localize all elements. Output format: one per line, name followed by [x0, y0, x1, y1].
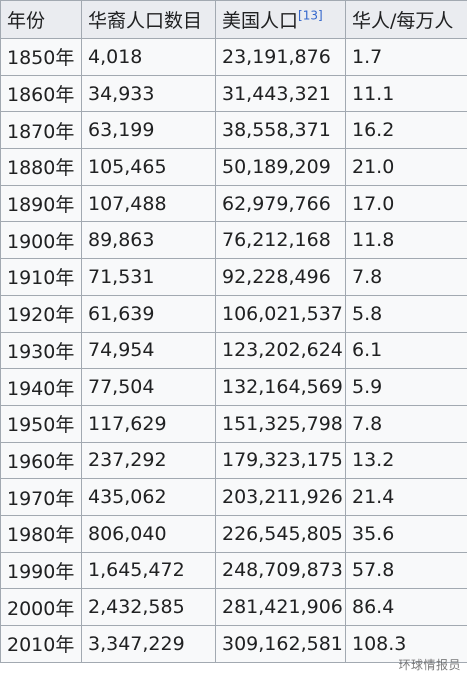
header-per-ten-thousand: 华人/每万人 [345, 0, 467, 39]
table-row: 1930年 74,954 123,202,624 6.1 [0, 331, 467, 370]
cell-per-ten-thousand: 5.9 [345, 368, 467, 406]
cell-year: 1870年 [0, 111, 82, 150]
cell-per-ten-thousand: 35.6 [345, 514, 467, 553]
reference-link[interactable]: [13] [298, 8, 323, 23]
cell-year: 1930年 [0, 331, 82, 370]
header-us-population-label: 美国人口 [222, 10, 299, 32]
cell-chinese-population: 63,199 [81, 111, 216, 150]
cell-chinese-population: 89,863 [81, 221, 216, 260]
cell-per-ten-thousand: 13.2 [345, 441, 467, 480]
cell-year: 1910年 [0, 258, 82, 296]
cell-us-population: 92,228,496 [215, 258, 346, 296]
table-row: 1950年 117,629 151,325,798 7.8 [0, 404, 467, 443]
table-row: 2000年 2,432,585 281,421,906 86.4 [0, 588, 467, 626]
watermark: 环球情报员 [398, 658, 461, 672]
table-row: 1980年 806,040 226,545,805 35.6 [0, 514, 467, 553]
table-row: 1910年 71,531 92,228,496 7.8 [0, 258, 467, 296]
table-row: 1920年 61,639 106,021,537 5.8 [0, 294, 467, 333]
cell-us-population: 132,164,569 [215, 368, 346, 406]
cell-year: 1900年 [0, 221, 82, 260]
cell-us-population: 226,545,805 [215, 514, 346, 553]
cell-chinese-population: 34,933 [81, 74, 216, 113]
cell-year: 1850年 [0, 38, 82, 76]
table-row: 1970年 435,062 203,211,926 21.4 [0, 478, 467, 516]
cell-year: 1920年 [0, 294, 82, 333]
cell-per-ten-thousand: 108.3 [345, 625, 467, 663]
table-row: 1870年 63,199 38,558,371 16.2 [0, 111, 467, 150]
cell-us-population: 151,325,798 [215, 404, 346, 443]
cell-per-ten-thousand: 21.4 [345, 478, 467, 516]
table-row: 1880年 105,465 50,189,209 21.0 [0, 148, 467, 186]
cell-us-population: 203,211,926 [215, 478, 346, 516]
cell-us-population: 106,021,537 [215, 294, 346, 333]
cell-chinese-population: 2,432,585 [81, 588, 216, 626]
cell-per-ten-thousand: 17.0 [345, 184, 467, 223]
cell-chinese-population: 4,018 [81, 38, 216, 76]
header-chinese-population: 华裔人口数目 [81, 0, 216, 39]
table-row: 1860年 34,933 31,443,321 11.1 [0, 74, 467, 113]
cell-us-population: 248,709,873 [215, 551, 346, 590]
cell-year: 1960年 [0, 441, 82, 480]
cell-chinese-population: 77,504 [81, 368, 216, 406]
cell-us-population: 23,191,876 [215, 38, 346, 76]
cell-chinese-population: 237,292 [81, 441, 216, 480]
cell-year: 1860年 [0, 74, 82, 113]
cell-year: 1880年 [0, 148, 82, 186]
cell-chinese-population: 117,629 [81, 404, 216, 443]
cell-per-ten-thousand: 11.8 [345, 221, 467, 260]
cell-year: 1990年 [0, 551, 82, 590]
cell-chinese-population: 806,040 [81, 514, 216, 553]
table-row: 2010年 3,347,229 309,162,581 108.3 [0, 625, 467, 663]
table-row: 1890年 107,488 62,979,766 17.0 [0, 184, 467, 223]
cell-us-population: 31,443,321 [215, 74, 346, 113]
cell-chinese-population: 435,062 [81, 478, 216, 516]
header-us-population: 美国人口[13] [215, 0, 346, 39]
cell-chinese-population: 71,531 [81, 258, 216, 296]
cell-per-ten-thousand: 1.7 [345, 38, 467, 76]
cell-chinese-population: 105,465 [81, 148, 216, 186]
cell-chinese-population: 3,347,229 [81, 625, 216, 663]
cell-per-ten-thousand: 5.8 [345, 294, 467, 333]
cell-chinese-population: 61,639 [81, 294, 216, 333]
cell-chinese-population: 107,488 [81, 184, 216, 223]
table-row: 1990年 1,645,472 248,709,873 57.8 [0, 551, 467, 590]
cell-per-ten-thousand: 57.8 [345, 551, 467, 590]
population-table: 年份 华裔人口数目 美国人口[13] 华人/每万人 1850年 4,018 23,1… [0, 0, 467, 663]
cell-us-population: 309,162,581 [215, 625, 346, 663]
cell-year: 1890年 [0, 184, 82, 223]
cell-per-ten-thousand: 21.0 [345, 148, 467, 186]
header-row: 年份 华裔人口数目 美国人口[13] 华人/每万人 [0, 0, 467, 39]
cell-chinese-population: 1,645,472 [81, 551, 216, 590]
table-row: 1940年 77,504 132,164,569 5.9 [0, 368, 467, 406]
cell-us-population: 179,323,175 [215, 441, 346, 480]
cell-per-ten-thousand: 16.2 [345, 111, 467, 150]
cell-per-ten-thousand: 7.8 [345, 258, 467, 296]
cell-us-population: 123,202,624 [215, 331, 346, 370]
cell-us-population: 281,421,906 [215, 588, 346, 626]
cell-us-population: 38,558,371 [215, 111, 346, 150]
cell-per-ten-thousand: 11.1 [345, 74, 467, 113]
table-row: 1900年 89,863 76,212,168 11.8 [0, 221, 467, 260]
cell-us-population: 50,189,209 [215, 148, 346, 186]
cell-per-ten-thousand: 86.4 [345, 588, 467, 626]
table-row: 1960年 237,292 179,323,175 13.2 [0, 441, 467, 480]
cell-year: 2010年 [0, 625, 82, 663]
cell-us-population: 76,212,168 [215, 221, 346, 260]
header-year: 年份 [0, 0, 82, 39]
cell-us-population: 62,979,766 [215, 184, 346, 223]
cell-year: 2000年 [0, 588, 82, 626]
cell-year: 1980年 [0, 514, 82, 553]
cell-year: 1970年 [0, 478, 82, 516]
cell-per-ten-thousand: 7.8 [345, 404, 467, 443]
cell-chinese-population: 74,954 [81, 331, 216, 370]
cell-year: 1940年 [0, 368, 82, 406]
cell-year: 1950年 [0, 404, 82, 443]
table-row: 1850年 4,018 23,191,876 1.7 [0, 38, 467, 76]
cell-per-ten-thousand: 6.1 [345, 331, 467, 370]
